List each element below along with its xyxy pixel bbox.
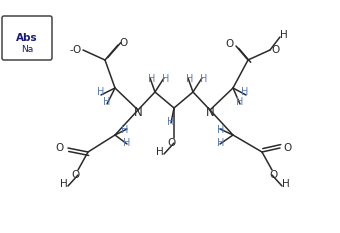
Text: H: H: [280, 30, 288, 40]
Text: H: H: [217, 125, 225, 135]
Text: Abs: Abs: [16, 33, 38, 43]
Text: H: H: [217, 138, 225, 148]
Text: Na: Na: [21, 45, 33, 55]
Text: -O: -O: [70, 45, 82, 55]
Text: N: N: [206, 106, 215, 119]
FancyBboxPatch shape: [2, 16, 52, 60]
Text: O: O: [72, 170, 80, 180]
Text: N: N: [134, 106, 142, 119]
Text: H: H: [103, 97, 111, 107]
Text: H: H: [121, 125, 129, 135]
Text: H: H: [156, 147, 164, 157]
Text: O: O: [168, 138, 176, 148]
Text: H: H: [236, 97, 244, 107]
Text: H: H: [241, 87, 249, 97]
Text: O: O: [56, 143, 64, 153]
Text: H: H: [60, 179, 68, 189]
Text: O: O: [119, 38, 127, 48]
Text: H: H: [200, 74, 208, 84]
Text: H: H: [186, 74, 194, 84]
Text: O: O: [270, 170, 278, 180]
Text: H: H: [167, 117, 175, 127]
Text: O: O: [225, 39, 233, 49]
Text: H: H: [123, 138, 131, 148]
Text: H: H: [97, 87, 105, 97]
Text: H: H: [282, 179, 290, 189]
Text: H: H: [148, 74, 156, 84]
Text: H: H: [162, 74, 170, 84]
Text: O: O: [284, 143, 292, 153]
Text: O: O: [272, 45, 280, 55]
